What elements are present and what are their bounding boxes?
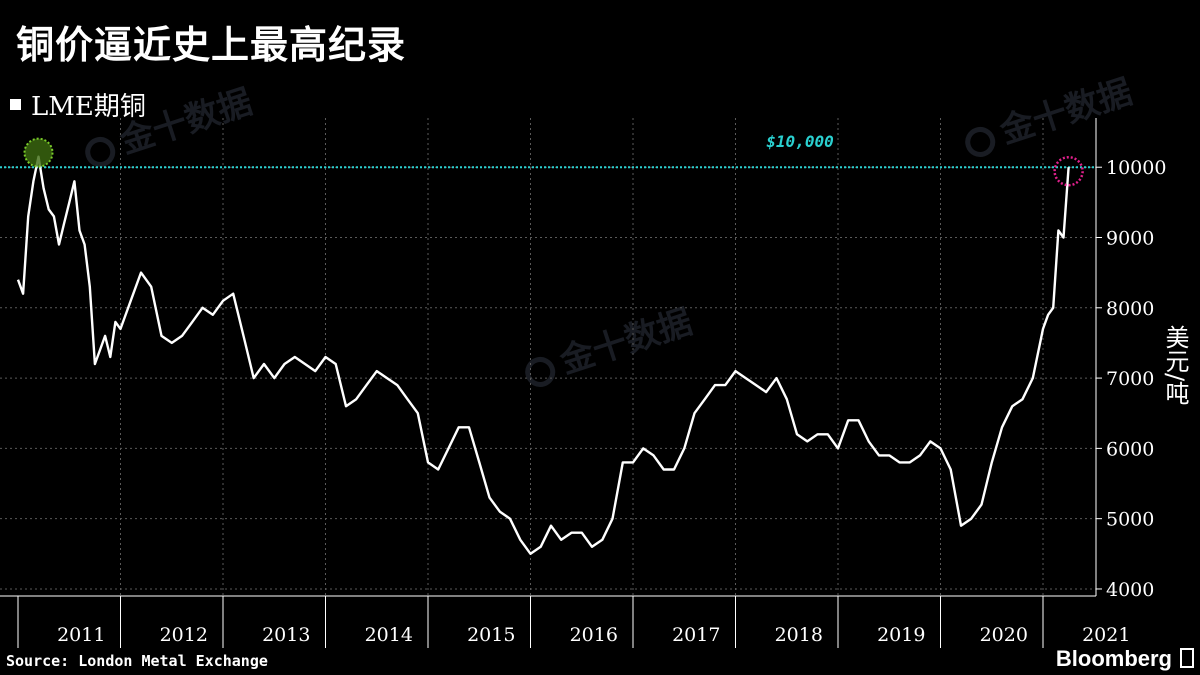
chart-title: 铜价逼近史上最高纪录 [16,23,407,67]
legend: LME期铜 [10,86,146,123]
record-high-marker [23,137,54,168]
x-tick-label: 2016 [570,624,618,646]
y-tick-label: 8000 [1106,298,1154,320]
y-axis-label: 美元/吨 [1161,325,1189,405]
x-tick-label: 2011 [57,624,105,646]
bloomberg-mark-icon [1180,648,1194,668]
y-tick-label: 7000 [1106,368,1154,390]
current-price-marker [1053,155,1084,187]
x-tick-label: 2020 [980,624,1028,646]
reference-line-label: $10,000 [766,132,833,151]
x-tick-label: 2014 [365,624,413,646]
y-tick-label: 5000 [1106,509,1154,531]
y-tick-label: 6000 [1106,438,1154,460]
x-tick-label: 2013 [262,624,310,646]
y-tick-label: 4000 [1106,579,1154,601]
legend-swatch [10,99,21,110]
legend-label: LME期铜 [31,92,146,122]
source-note: Source: London Metal Exchange [6,652,268,670]
y-tick-label: 9000 [1106,228,1154,250]
x-tick-label: 2012 [160,624,208,646]
bloomberg-logo: Bloomberg [1055,646,1172,671]
x-tick-label: 2019 [877,624,925,646]
x-tick-label: 2015 [467,624,515,646]
x-tick-label: 2018 [775,624,823,646]
x-tick-label: 2017 [672,624,720,646]
x-tick-label: 2021 [1082,624,1130,646]
y-tick-label: 10000 [1106,157,1166,179]
copper-price-line [16,155,1070,555]
